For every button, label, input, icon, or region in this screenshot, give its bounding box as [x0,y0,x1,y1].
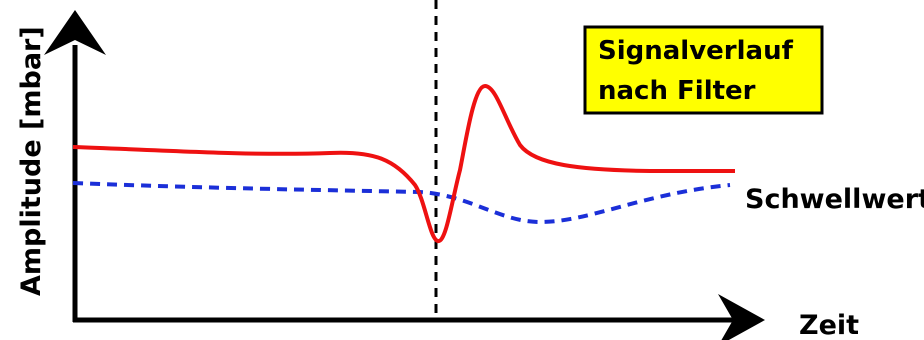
annotation-line-2: nach Filter [598,76,756,106]
signal-annotation-box [583,25,824,115]
threshold-curve [72,181,731,225]
threshold-label: Schwellwert [745,184,924,215]
signal-curve [72,83,735,243]
x-axis-arrowhead [718,294,765,340]
y-axis-label: Amplitude [mbar] [16,26,47,296]
annotation-line-1: Signalverlauf [598,36,794,66]
x-axis-label: Zeit [799,310,859,340]
y-axis-arrowhead [44,10,106,55]
